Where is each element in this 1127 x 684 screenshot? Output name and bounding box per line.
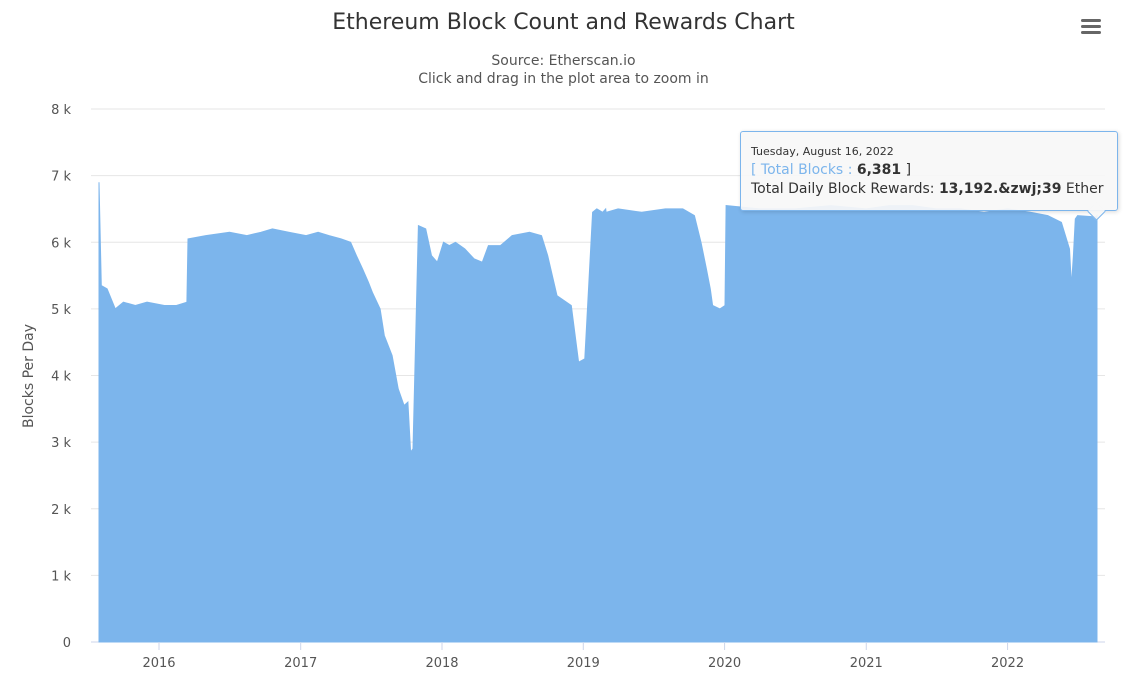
- data-tooltip: Tuesday, August 16, 2022 [ Total Blocks …: [740, 131, 1118, 221]
- x-tick-label: 2016: [142, 656, 175, 671]
- y-tick-label: 3 k: [51, 436, 71, 451]
- tooltip-blocks-value: 6,381: [856, 162, 902, 178]
- x-tick-label: 2018: [425, 656, 458, 671]
- tooltip-rewards-label: Total Daily Block Rewards:: [751, 181, 935, 197]
- y-tick-labels: 0 1 k 2 k 3 k 4 k 5 k 6 k 7 k 8 k: [51, 103, 71, 651]
- menu-bar: [1081, 25, 1101, 28]
- x-tick-label: 2021: [850, 656, 883, 671]
- tooltip-series-name: Total Blocks: [760, 162, 844, 178]
- y-tick-label: 8 k: [51, 103, 71, 118]
- series-area: [98, 182, 1098, 643]
- hamburger-menu-icon[interactable]: [1078, 16, 1104, 40]
- x-tick-label: 2017: [284, 656, 317, 671]
- y-tick-label: 5 k: [51, 303, 71, 318]
- tooltip-date: Tuesday, August 16, 2022: [751, 145, 894, 158]
- series-area-layer: [98, 182, 1098, 643]
- x-tick-labels: 2016 2017 2018 2019 2020 2021 2022: [142, 642, 1024, 671]
- x-tick-label: 2020: [708, 656, 741, 671]
- chart-title: Ethereum Block Count and Rewards Chart: [332, 10, 795, 35]
- tooltip-rewards-value: 13,192.&zwj;39: [938, 181, 1062, 197]
- menu-bar: [1081, 31, 1101, 34]
- y-tick-label: 1 k: [51, 569, 71, 584]
- y-tick-label: 2 k: [51, 503, 71, 518]
- tooltip-close-bracket: ]: [905, 162, 912, 178]
- chart-hint: Click and drag in the plot area to zoom …: [418, 71, 709, 87]
- x-tick-label: 2019: [567, 656, 600, 671]
- x-tick-label: 2022: [991, 656, 1024, 671]
- tooltip-blocks-row: [ Total Blocks : 6,381 ]: [751, 162, 911, 178]
- y-tick-label: 0: [63, 636, 71, 651]
- tooltip-open-bracket: [: [751, 162, 757, 178]
- chart-source: Source: Etherscan.io: [491, 53, 636, 69]
- tooltip-rewards-row: Total Daily Block Rewards: 13,192.&zwj;3…: [751, 181, 1103, 197]
- y-tick-label: 6 k: [51, 236, 71, 251]
- tooltip-rewards-unit: Ether: [1065, 181, 1104, 197]
- y-tick-label: 4 k: [51, 370, 71, 385]
- y-tick-label: 7 k: [51, 170, 71, 185]
- menu-bar: [1081, 19, 1101, 22]
- tooltip-separator: :: [847, 162, 853, 178]
- y-axis-label: Blocks Per Day: [21, 324, 37, 428]
